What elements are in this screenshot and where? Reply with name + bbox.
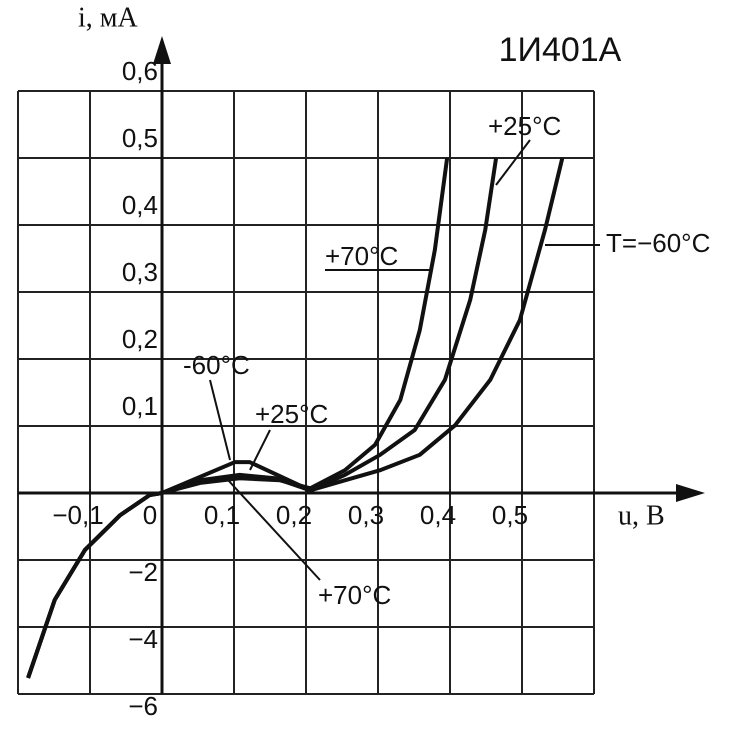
y-tick-label: −2 [128,557,158,587]
x-tick-label: −0,1 [52,500,103,530]
annotation: +70°C [318,580,391,610]
annotation: -60°C [183,350,250,380]
x-tick-label: 0,5 [492,500,528,530]
y-tick-label: 0,2 [122,324,158,354]
curve [26,157,450,679]
y-tick-label: 0,6 [122,56,158,86]
y-axis-arrow [153,36,171,64]
y-tick-label: −6 [128,691,158,721]
series-label: +70°C [325,241,398,271]
annotation: +25°C [255,399,328,429]
x-tick-label: 0,2 [276,500,312,530]
series-label: T=−60°C [606,228,710,258]
leader-line [249,429,271,471]
x-tick-label: 0,4 [420,500,456,530]
y-tick-label: 0,5 [122,123,158,153]
series-label: +25°C [488,111,561,141]
leader-line [495,139,531,186]
y-tick-label: 0,3 [122,257,158,287]
leader-line [227,479,321,581]
y-tick-label: 0,1 [122,391,158,421]
x-tick-label: 0,1 [204,500,240,530]
y-axis-label: i, мА [78,2,138,33]
x-tick-label: 0,3 [348,500,384,530]
y-tick-label: −4 [128,624,158,654]
y-tick-label: 0,4 [122,190,158,220]
leader-line [209,379,231,461]
x-axis-arrow [676,484,705,502]
x-tick-label: 0 [143,500,157,530]
chart-title: 1И401А [499,31,622,69]
x-axis-label: u, В [618,500,665,531]
